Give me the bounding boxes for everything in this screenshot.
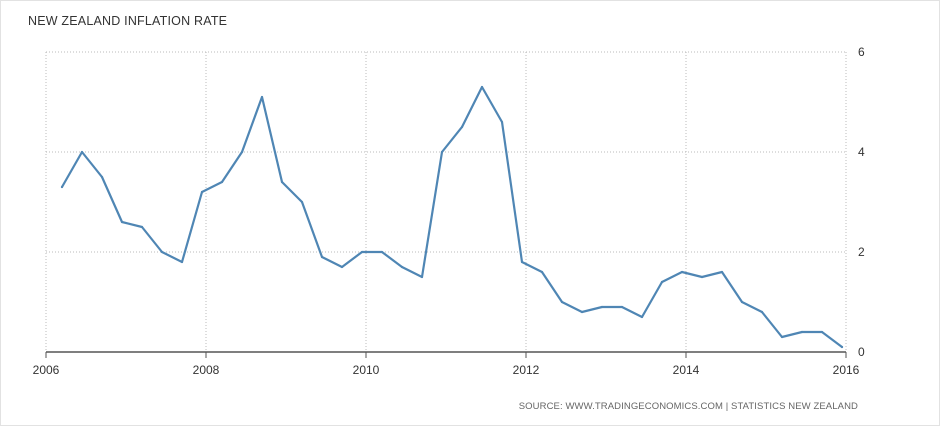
y-tick-label: 4 <box>858 145 865 159</box>
data-point <box>380 250 384 254</box>
data-point <box>80 150 84 154</box>
data-point <box>800 330 804 334</box>
data-point <box>700 275 704 279</box>
data-point <box>200 190 204 194</box>
data-point <box>600 305 604 309</box>
data-point <box>420 275 424 279</box>
x-tick-label: 2012 <box>513 363 540 377</box>
data-point <box>460 125 464 129</box>
data-point <box>520 260 524 264</box>
data-point <box>840 345 844 349</box>
data-point <box>660 280 664 284</box>
data-point <box>820 330 824 334</box>
data-point <box>140 225 144 229</box>
data-point <box>60 185 64 189</box>
data-point <box>640 315 644 319</box>
data-point <box>360 250 364 254</box>
data-point <box>480 85 484 89</box>
data-point <box>580 310 584 314</box>
data-point <box>160 250 164 254</box>
y-tick-label: 6 <box>858 45 865 59</box>
y-tick-label: 2 <box>858 245 865 259</box>
data-point <box>620 305 624 309</box>
data-point <box>400 265 404 269</box>
data-point <box>100 175 104 179</box>
x-tick-label: 2010 <box>353 363 380 377</box>
data-point <box>240 150 244 154</box>
data-point <box>220 180 224 184</box>
chart-source: SOURCE: WWW.TRADINGECONOMICS.COM | STATI… <box>518 401 858 412</box>
x-tick-label: 2008 <box>193 363 220 377</box>
y-tick-label: 0 <box>858 345 865 359</box>
x-tick-label: 2006 <box>33 363 60 377</box>
data-point <box>120 220 124 224</box>
data-point <box>300 200 304 204</box>
data-point <box>780 335 784 339</box>
data-point <box>760 310 764 314</box>
data-point <box>680 270 684 274</box>
data-point <box>320 255 324 259</box>
x-tick-label: 2014 <box>673 363 700 377</box>
data-point <box>260 95 264 99</box>
data-point <box>740 300 744 304</box>
data-point <box>180 260 184 264</box>
x-tick-label: 2016 <box>833 363 860 377</box>
chart-title: NEW ZEALAND INFLATION RATE <box>28 14 228 28</box>
data-point <box>560 300 564 304</box>
data-point <box>720 270 724 274</box>
data-point <box>540 270 544 274</box>
data-point <box>280 180 284 184</box>
data-point <box>500 120 504 124</box>
data-point <box>340 265 344 269</box>
series-line <box>60 85 844 349</box>
data-point <box>440 150 444 154</box>
